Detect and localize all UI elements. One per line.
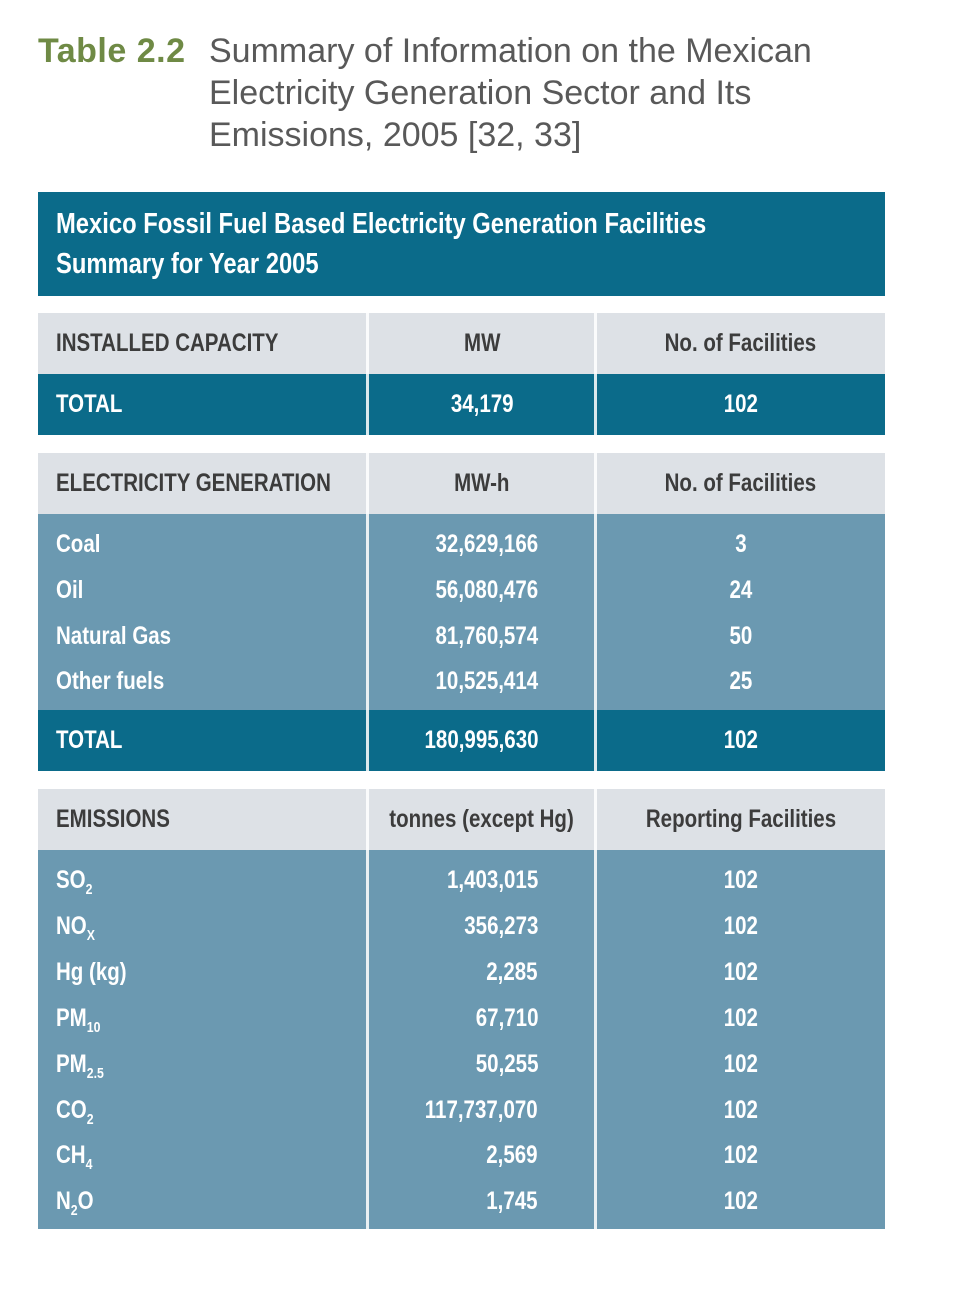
emission-row-hg: Hg (kg) 2,285 102 — [38, 949, 885, 995]
column-divider — [366, 514, 369, 710]
emission-amount: 2,569 — [486, 1140, 538, 1169]
generation-total-facilities: 102 — [723, 726, 758, 754]
emission-row-ch4: CH4 2,569 102 — [38, 1132, 885, 1178]
column-divider — [594, 313, 597, 374]
emission-row-pm10: PM10 67,710 102 — [38, 995, 885, 1041]
column-divider — [366, 850, 369, 1229]
fuel-mwh: 10,525,414 — [435, 666, 538, 695]
reporting-facilities: 102 — [723, 1003, 758, 1032]
column-divider — [366, 313, 369, 374]
generation-header-unit: MW-h — [454, 469, 510, 497]
column-divider — [366, 710, 369, 771]
generation-header-row: ELECTRICITY GENERATION MW-h No. of Facil… — [38, 453, 885, 514]
emission-amount: 50,255 — [475, 1049, 538, 1078]
reporting-facilities: 102 — [723, 865, 758, 894]
generation-row-oil: Oil 56,080,476 24 — [38, 567, 885, 613]
emission-row-so2: SO2 1,403,015 102 — [38, 857, 885, 903]
generation-header-label: ELECTRICITY GENERATION — [56, 469, 331, 497]
pollutant-label: PM2.5 — [56, 1049, 104, 1082]
reporting-facilities: 102 — [723, 1095, 758, 1124]
column-divider — [594, 710, 597, 771]
fuel-label: Coal — [56, 529, 101, 558]
fuel-facilities: 24 — [729, 575, 752, 604]
generation-total-label: TOTAL — [56, 726, 123, 754]
capacity-header-facilities: No. of Facilities — [664, 329, 817, 357]
pollutant-label: NOX — [56, 911, 95, 944]
fuel-label: Natural Gas — [56, 621, 172, 650]
emissions-body: SO2 1,403,015 102 NOX 356,273 102 Hg (kg… — [38, 850, 885, 1229]
capacity-header-unit: MW — [463, 329, 501, 357]
emission-amount: 2,285 — [486, 957, 538, 986]
table-title-line-1: Mexico Fossil Fuel Based Electricity Gen… — [56, 208, 707, 240]
capacity-total-label: TOTAL — [56, 390, 123, 418]
reporting-facilities: 102 — [723, 1186, 758, 1215]
emission-amount: 67,710 — [475, 1003, 538, 1032]
emission-amount: 356,273 — [463, 911, 538, 940]
emission-amount: 1,403,015 — [446, 865, 538, 894]
fuel-mwh: 32,629,166 — [435, 529, 538, 558]
table-title-band: Mexico Fossil Fuel Based Electricity Gen… — [38, 192, 885, 296]
capacity-header-row: INSTALLED CAPACITY MW No. of Facilities — [38, 313, 885, 374]
column-divider — [594, 453, 597, 514]
reporting-facilities: 102 — [723, 957, 758, 986]
emission-row-nox: NOX 356,273 102 — [38, 903, 885, 949]
generation-row-other-fuels: Other fuels 10,525,414 25 — [38, 658, 885, 704]
pollutant-label: PM10 — [56, 1003, 101, 1036]
capacity-total-mw: 34,179 — [450, 390, 514, 418]
fuel-label: Oil — [56, 575, 84, 604]
column-divider — [366, 374, 369, 435]
emission-row-n2o: N2O 1,745 102 — [38, 1178, 885, 1224]
column-divider — [594, 374, 597, 435]
generation-row-natural-gas: Natural Gas 81,760,574 50 — [38, 613, 885, 659]
column-divider — [594, 514, 597, 710]
pollutant-label: N2O — [56, 1186, 94, 1219]
emissions-header-row: EMISSIONS tonnes (except Hg) Reporting F… — [38, 789, 885, 850]
table-title: Mexico Fossil Fuel Based Electricity Gen… — [56, 204, 706, 284]
caption-number: Table 2.2 — [38, 32, 186, 70]
pollutant-label: Hg (kg) — [56, 957, 127, 986]
emission-row-co2: CO2 117,737,070 102 — [38, 1087, 885, 1133]
fuel-facilities: 50 — [729, 621, 752, 650]
column-divider — [594, 789, 597, 850]
reporting-facilities: 102 — [723, 911, 758, 940]
capacity-total-row: TOTAL 34,179 102 — [38, 374, 885, 435]
fuel-label: Other fuels — [56, 666, 165, 695]
fuel-facilities: 3 — [734, 529, 747, 558]
emission-row-pm25: PM2.5 50,255 102 — [38, 1041, 885, 1087]
reporting-facilities: 102 — [723, 1049, 758, 1078]
generation-total-row: TOTAL 180,995,630 102 — [38, 710, 885, 771]
generation-row-coal: Coal 32,629,166 3 — [38, 521, 885, 567]
emission-amount: 1,745 — [486, 1186, 538, 1215]
caption-text: Summary of Information on the Mexican El… — [209, 32, 812, 154]
reporting-facilities: 102 — [723, 1140, 758, 1169]
emissions-header-unit: tonnes (except Hg) — [389, 805, 575, 833]
fuel-mwh: 56,080,476 — [435, 575, 538, 604]
column-divider — [366, 789, 369, 850]
fuel-mwh: 81,760,574 — [435, 621, 538, 650]
emissions-header-facilities: Reporting Facilities — [645, 805, 836, 833]
generation-header-facilities: No. of Facilities — [664, 469, 817, 497]
pollutant-label: SO2 — [56, 865, 93, 898]
capacity-header-label: INSTALLED CAPACITY — [56, 329, 279, 357]
column-divider — [594, 850, 597, 1229]
generation-body: Coal 32,629,166 3 Oil 56,080,476 24 Natu… — [38, 514, 885, 710]
emission-amount: 117,737,070 — [425, 1095, 538, 1124]
pollutant-label: CH4 — [56, 1140, 93, 1173]
capacity-total-facilities: 102 — [723, 390, 758, 418]
fuel-facilities: 25 — [729, 666, 752, 695]
column-divider — [366, 453, 369, 514]
emissions-header-label: EMISSIONS — [56, 805, 170, 833]
table-title-line-2: Summary for Year 2005 — [56, 248, 319, 280]
generation-total-mwh: 180,995,630 — [424, 726, 540, 754]
pollutant-label: CO2 — [56, 1095, 94, 1128]
